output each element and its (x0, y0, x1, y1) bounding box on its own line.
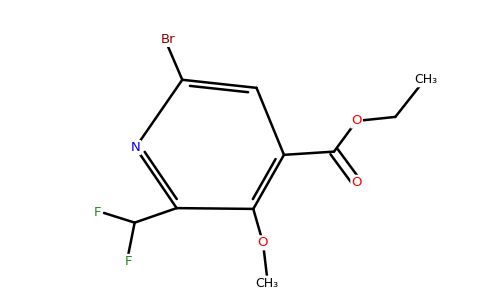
Text: O: O (258, 236, 268, 249)
Text: O: O (351, 176, 362, 189)
Text: F: F (124, 255, 132, 268)
Text: Br: Br (160, 33, 175, 46)
Text: O: O (351, 114, 362, 128)
Text: CH₃: CH₃ (256, 277, 279, 290)
Text: CH₃: CH₃ (414, 73, 438, 86)
Text: F: F (94, 206, 101, 220)
Text: N: N (131, 141, 140, 154)
